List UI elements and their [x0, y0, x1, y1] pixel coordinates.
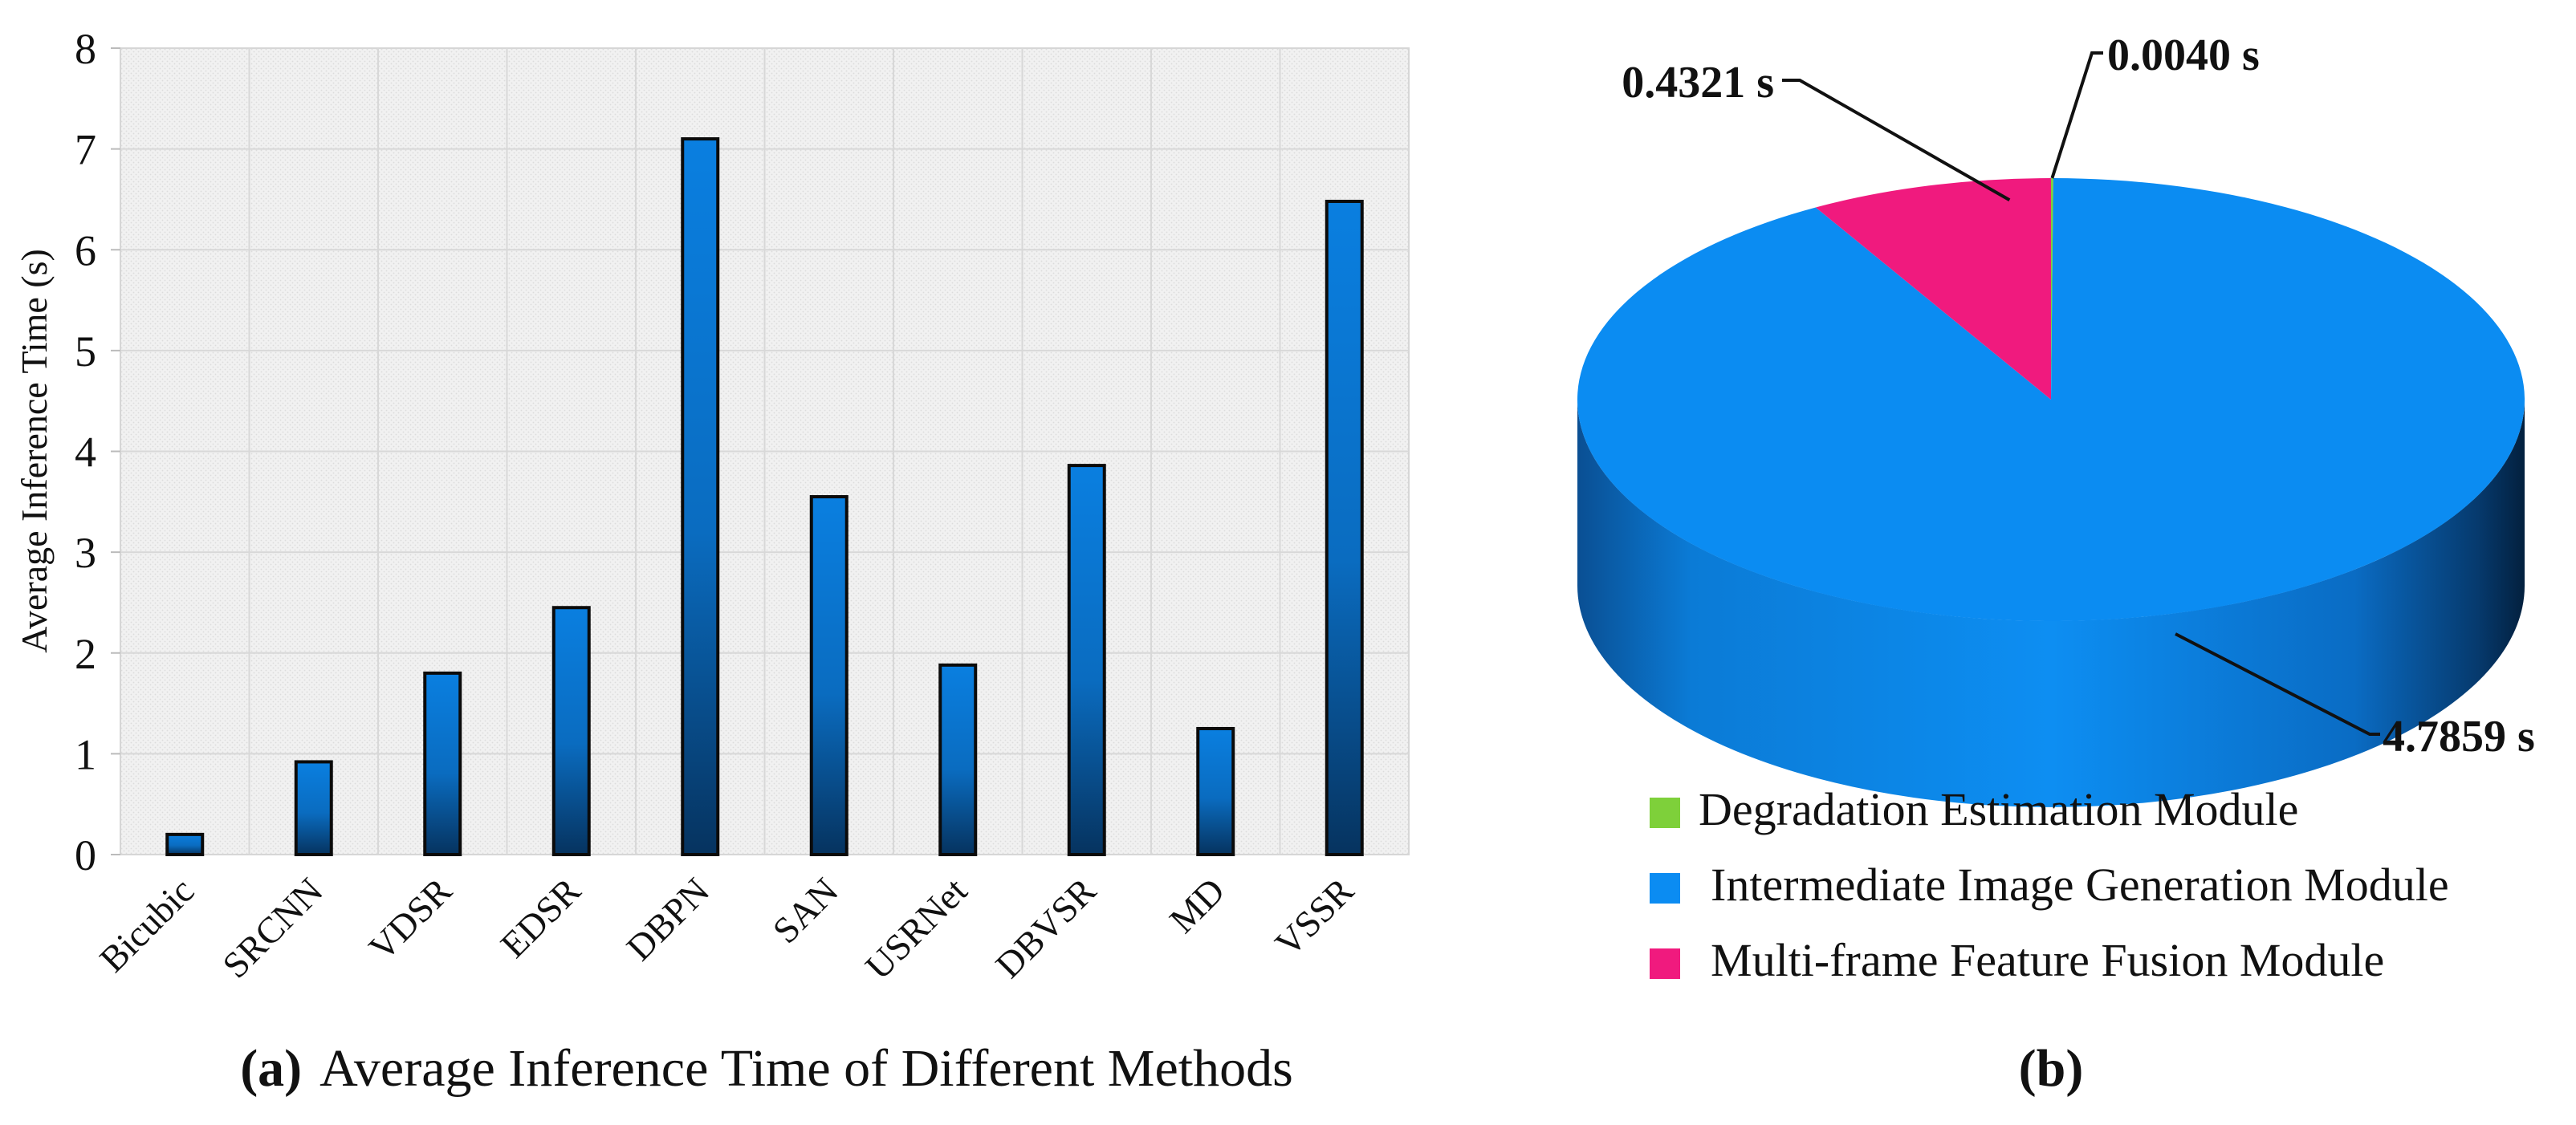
- bar-vssr: [1325, 199, 1364, 856]
- pie-side-face: [1577, 400, 2525, 807]
- x-tick-label: USRNet: [857, 870, 975, 987]
- pie-chart-panel: 0.0040 s 0.4321 s 4.7859 s Degradation Est…: [1577, 30, 2535, 1098]
- caption-a: (a) Average Inference Time of Different M…: [240, 1039, 1293, 1098]
- pie-slice-intermediate-image-generation-module: [1577, 178, 2525, 622]
- bar-usrnet: [938, 663, 978, 857]
- y-tick-label: 4: [75, 428, 96, 477]
- bar-vdsr: [423, 671, 462, 856]
- x-tick-label: SRCNN: [214, 870, 331, 986]
- caption-a-tag: a: [258, 1039, 284, 1098]
- x-tick-label: EDSR: [493, 870, 588, 965]
- legend-swatch: [1650, 798, 1680, 828]
- pie-value-label: 4.7859 s: [2383, 712, 2535, 762]
- legend-label: Intermediate Image Generation Module: [1711, 859, 2449, 911]
- y-tick-label: 3: [75, 529, 96, 577]
- pie-slice-degradation-estimation-module: [2051, 178, 2053, 400]
- pie-side-wall: [1577, 400, 2525, 807]
- y-tick-label: 8: [75, 25, 96, 73]
- pie-value-label: 0.4321 s: [1622, 58, 1774, 108]
- bar-bicubic: [165, 832, 205, 856]
- caption-b: (b): [2019, 1039, 2084, 1098]
- y-tick-label: 2: [75, 630, 96, 678]
- caption-a-text: Average Inference Time of Different Meth…: [319, 1039, 1293, 1098]
- y-tick-labels: 0 1 2 3 4 5 6 7 8: [75, 25, 96, 879]
- bars: [165, 137, 1364, 857]
- bar-dbvsr: [1067, 464, 1106, 857]
- x-tick-labels: Bicubic SRCNN VDSR EDSR DBPN SAN USRNet DBVSR MD…: [92, 870, 1361, 988]
- bar-edsr: [551, 606, 591, 856]
- y-tick-label: 1: [75, 730, 96, 778]
- legend-label: Degradation Estimation Module: [1699, 783, 2298, 835]
- x-tick-label: SAN: [765, 870, 846, 951]
- x-tick-label: Bicubic: [92, 870, 201, 980]
- x-tick-label: DBPN: [618, 870, 717, 969]
- pie-legend: Degradation Estimation Module Intermediat…: [1650, 783, 2449, 986]
- bar-srcnn: [294, 760, 333, 856]
- pie-leader-lines: [1782, 51, 2380, 736]
- legend-label: Multi-frame Feature Fusion Module: [1711, 934, 2384, 986]
- pie-slices: [1577, 178, 2525, 622]
- x-tick-label: VDSR: [360, 870, 459, 969]
- pie-value-label: 0.0040 s: [2107, 30, 2260, 80]
- y-tick-label: 6: [75, 226, 96, 274]
- leader-line: [1782, 79, 2011, 202]
- y-tick-label: 0: [75, 831, 96, 879]
- leader-line: [2050, 51, 2103, 179]
- bar-chart-panel: 0 1 2 3 4 5 6 7 8 Bicubic SRCNN VDSR EDSR DBPN SAN USR…: [14, 25, 1410, 1098]
- leader-line: [2175, 632, 2380, 736]
- grid-lines: [111, 47, 1409, 855]
- bar-md: [1196, 726, 1235, 856]
- legend-swatch: [1650, 948, 1680, 979]
- x-tick-label: VSSR: [1267, 870, 1361, 965]
- y-tick-label: 5: [75, 327, 96, 376]
- pie-slice-multi-frame-feature-fusion-module: [1815, 178, 2051, 400]
- y-axis-label: Average Inference Time (s): [14, 249, 55, 653]
- bar-san: [809, 495, 848, 856]
- caption-b-tag: b: [2037, 1039, 2066, 1098]
- pie-data-labels: 0.0040 s 0.4321 s 4.7859 s: [1622, 30, 2535, 762]
- x-tick-label: DBVSR: [987, 870, 1104, 986]
- y-tick-label: 7: [75, 126, 96, 174]
- x-tick-label: MD: [1162, 870, 1232, 940]
- legend-swatch: [1650, 873, 1680, 904]
- bar-dbpn: [681, 137, 720, 856]
